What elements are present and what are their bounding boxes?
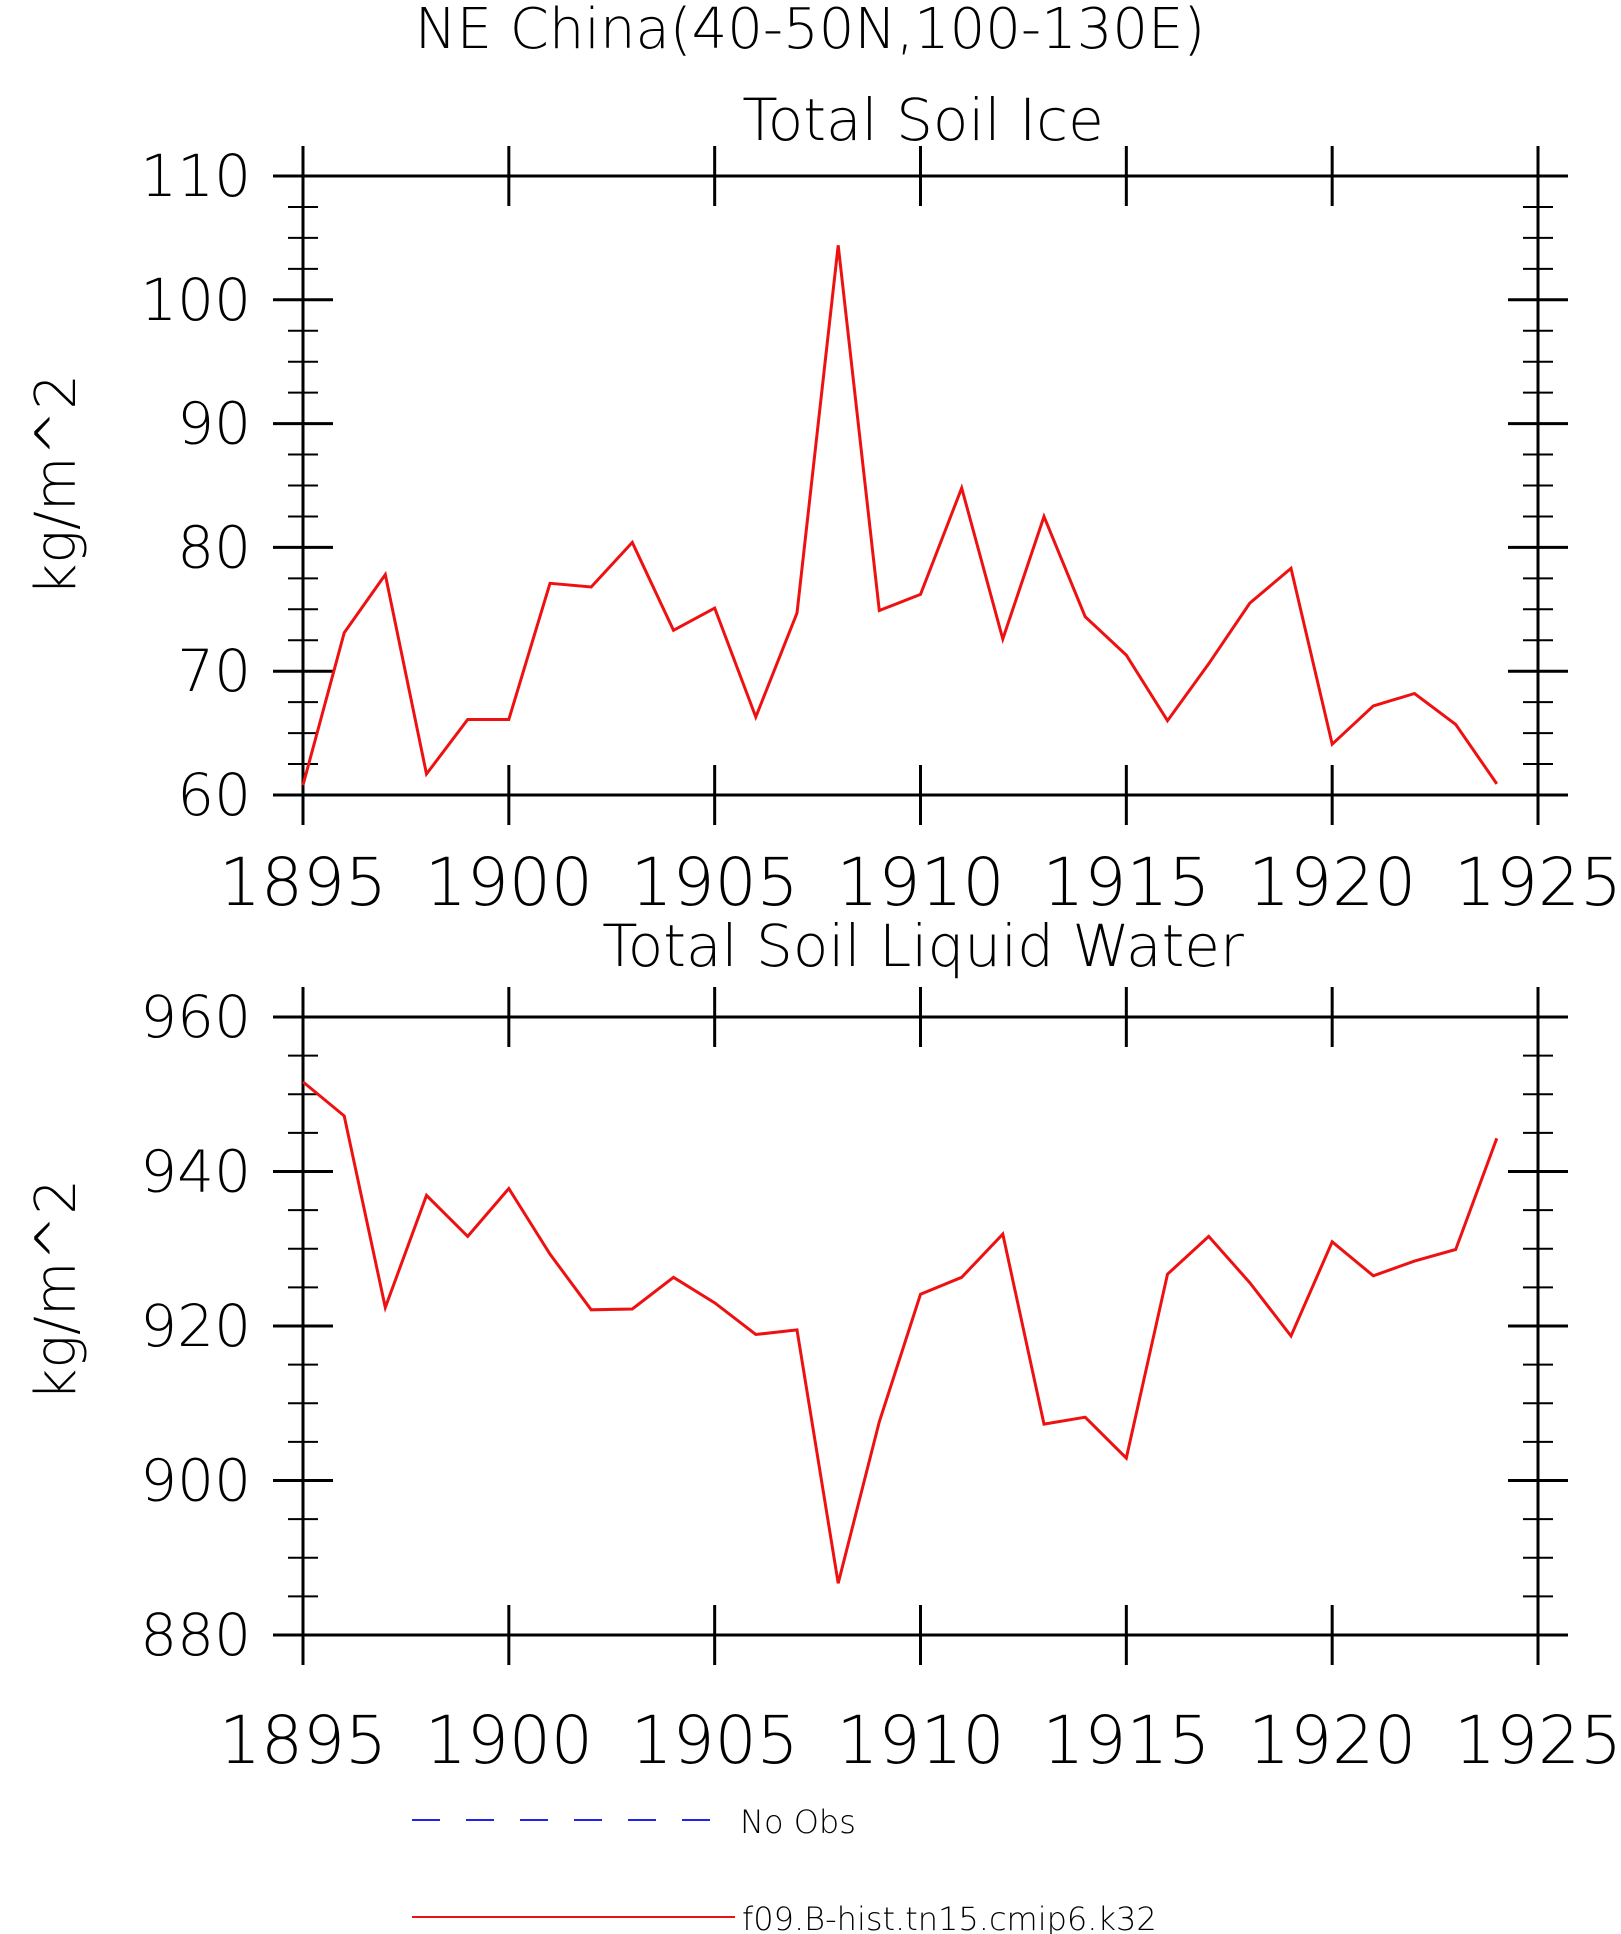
chart-title-soil-liquid-water: Total Soil Liquid Water — [602, 912, 1244, 980]
chart-panel-soil-liquid-water: Total Soil Liquid Water kg/m^2 880 900 920… — [24, 912, 1621, 1779]
x-tick-label: 1920 — [1248, 844, 1416, 921]
y-tick-label: 110 — [140, 142, 251, 210]
y-tick-label: 880 — [140, 1601, 251, 1669]
x-tick-label: 1895 — [219, 844, 387, 921]
y-axis-label-soil-liquid-water: kg/m^2 — [24, 1179, 89, 1401]
y-tick-label: 960 — [140, 983, 251, 1051]
x-tick-label: 1925 — [1454, 844, 1621, 921]
y-tick-label: 900 — [140, 1447, 251, 1515]
x-tick-label: 1915 — [1042, 844, 1210, 921]
figure-title: NE China(40-50N,100-130E) — [415, 0, 1206, 62]
x-axis-soil-ice: 1895 1900 1905 1910 1915 1920 1925 — [219, 146, 1621, 921]
legend-obs-label: No Obs — [740, 1803, 856, 1841]
x-tick-label: 1910 — [837, 844, 1005, 921]
x-tick-label: 1900 — [425, 1702, 593, 1779]
y-tick-label: 940 — [140, 1138, 251, 1206]
x-axis-soil-liquid-water: 1895 1900 1905 1910 1915 1920 1925 — [219, 987, 1621, 1779]
series-line — [302, 1080, 1499, 1584]
y-axis-label-soil-ice: kg/m^2 — [24, 374, 89, 596]
x-tick-label: 1925 — [1454, 1702, 1621, 1779]
legend-model-label: f09.B-hist.tn15.cmip6.k32 — [742, 1900, 1157, 1934]
x-tick-label: 1905 — [631, 1702, 799, 1779]
x-tick-label: 1910 — [837, 1702, 1005, 1779]
y-tick-label: 100 — [140, 266, 251, 334]
series-line — [301, 245, 1499, 786]
chart-title-soil-ice: Total Soil Ice — [742, 86, 1104, 154]
chart-panel-soil-ice: Total Soil Ice kg/m^2 60 70 80 90 100 110 189… — [24, 86, 1621, 921]
y-axis-soil-liquid-water: 880 900 920 940 960 — [140, 983, 1568, 1669]
x-tick-label: 1900 — [425, 844, 593, 921]
plot-frame — [301, 1015, 1540, 1637]
y-tick-label: 80 — [177, 513, 251, 581]
y-tick-label: 70 — [177, 637, 251, 705]
plot-area-soil-ice — [301, 174, 1540, 797]
y-tick-label: 920 — [140, 1292, 251, 1360]
plot-frame — [301, 174, 1540, 797]
plot-area-soil-liquid-water — [301, 1015, 1540, 1637]
legend: No Obs f09.B-hist.tn15.cmip6.k32 — [412, 1803, 1157, 1934]
x-tick-label: 1895 — [219, 1702, 387, 1779]
y-tick-label: 60 — [177, 761, 251, 829]
y-tick-label: 90 — [177, 390, 251, 458]
x-tick-label: 1915 — [1042, 1702, 1210, 1779]
x-tick-label: 1920 — [1248, 1702, 1416, 1779]
x-tick-label: 1905 — [631, 844, 799, 921]
